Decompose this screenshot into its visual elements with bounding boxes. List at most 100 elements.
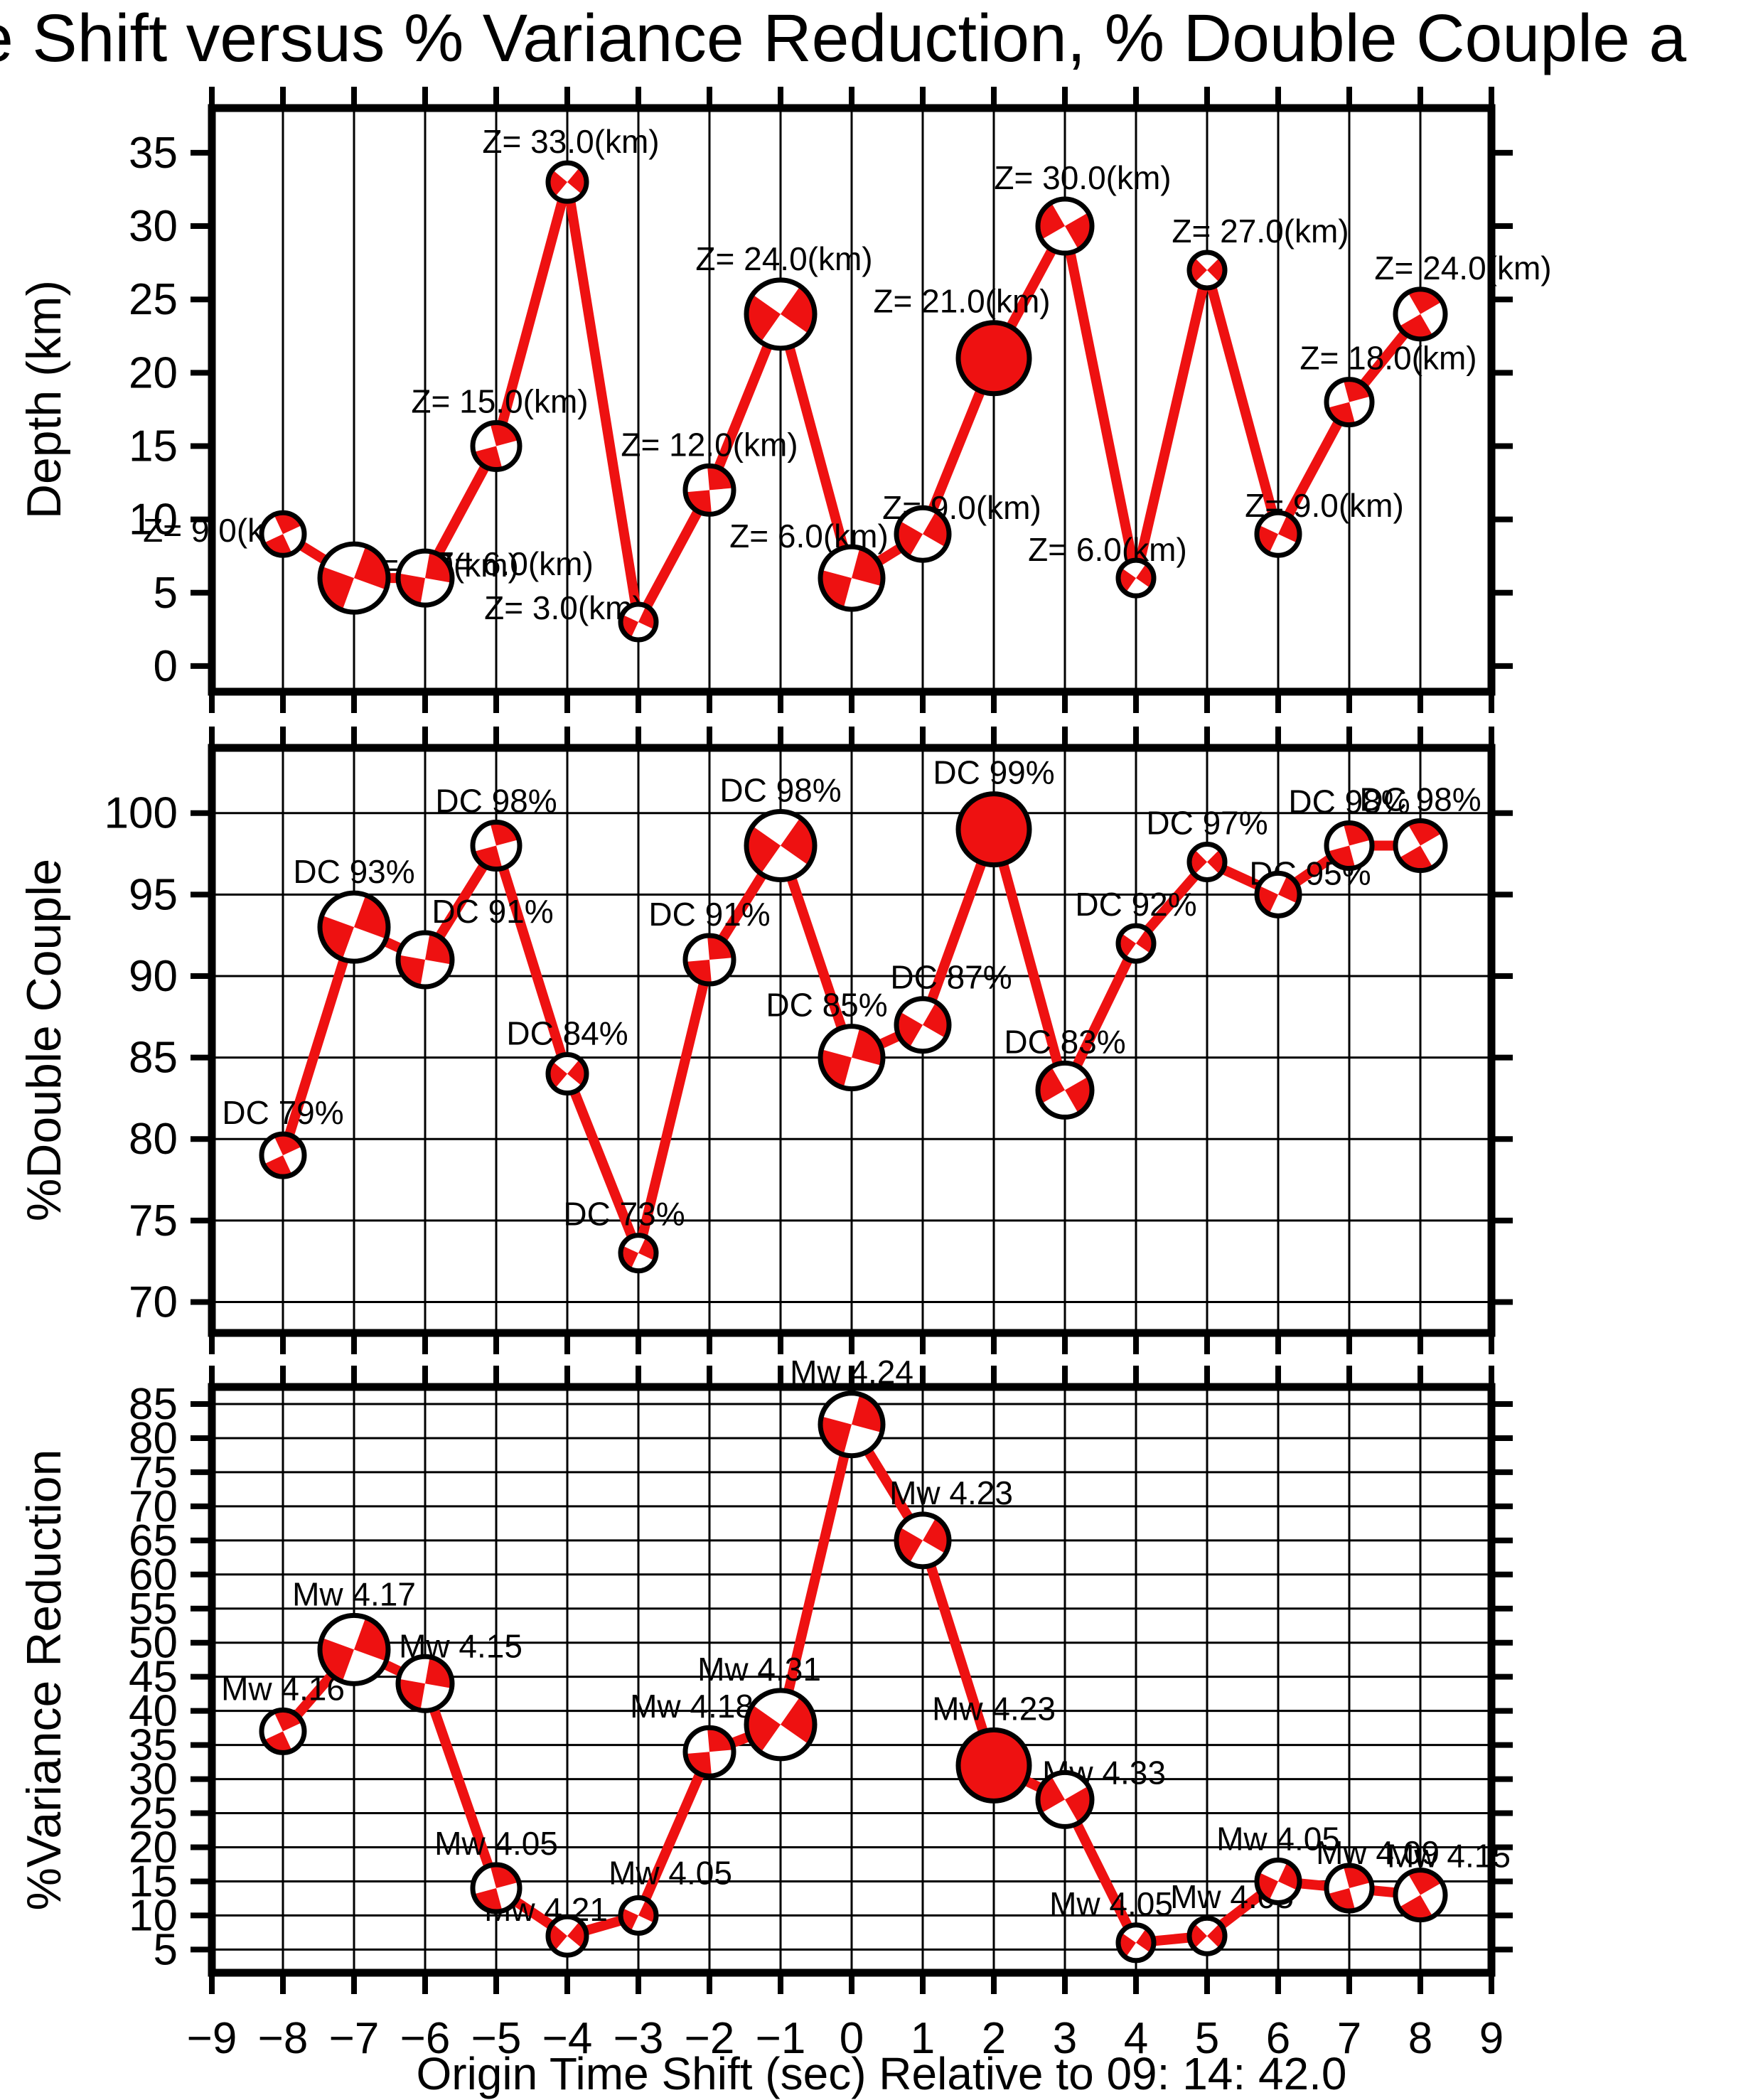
depth-panel-beachball-marker-quadrant [425, 551, 452, 583]
depth-panel-beachball-marker-outline [1324, 377, 1375, 428]
depth-panel-beachball-marker-outline [395, 548, 455, 608]
double-couple-panel-beachball-marker-outline [1254, 870, 1302, 918]
x-tick-label: 8 [1408, 2014, 1432, 2063]
depth-panel-point-label: Z= 18.0(km) [1300, 340, 1477, 377]
double-couple-panel-point-label: DC 91% [432, 893, 553, 930]
figure-title: e Shift versus % Variance Reduction, % D… [0, 1, 1687, 76]
variance-reduction-panel-beachball-marker-quadrant [746, 1705, 781, 1753]
depth-panel-point-label: Z= 6.0(km) [1028, 531, 1187, 568]
variance-reduction-panel-beachball-marker-outline [744, 1688, 818, 1762]
depth-panel-beachball-marker-quadrant [567, 167, 587, 195]
x-axis-label: Origin Time Shift (sec) Relative to 09: … [416, 2048, 1347, 2099]
double-couple-panel-y-tick-label: 90 [129, 952, 178, 1001]
double-couple-panel-beachball-marker-quadrant [781, 818, 815, 866]
double-couple-panel-point-label: DC 99% [933, 754, 1054, 791]
variance-reduction-panel-point-label: Mw 4.09 [1316, 1834, 1440, 1871]
depth-panel-y-tick-label: 20 [129, 348, 178, 397]
variance-reduction-panel-point-label: Mw 4.05 [1049, 1885, 1173, 1922]
depth-panel-beachball-marker-quadrant [548, 169, 567, 197]
variance-reduction-panel-y-tick-label: 40 [129, 1687, 178, 1736]
depth-panel-beachball-marker-quadrant [1207, 257, 1225, 283]
variance-reduction-panel-beachball-marker-quadrant [1189, 1923, 1207, 1949]
x-tick-label: −8 [258, 2014, 309, 2063]
depth-panel-beachball-marker-outline [1035, 196, 1095, 256]
double-couple-panel-y-tick-label: 70 [129, 1277, 178, 1327]
x-tick-label: 3 [1053, 2014, 1077, 2063]
depth-panel-point-label: Z= 3.0(km) [484, 589, 643, 626]
double-couple-panel-beachball-marker-quadrant [685, 960, 712, 985]
double-couple-panel-beachball-marker-quadrant [707, 936, 734, 960]
x-tick-label: 7 [1337, 2014, 1361, 2063]
variance-reduction-panel-beachball-marker-quadrant [547, 1923, 567, 1951]
variance-reduction-panel-beachball-marker-quadrant [781, 1696, 815, 1745]
depth-panel-beachball-marker-outline [682, 463, 736, 517]
double-couple-panel-beachball-marker-quadrant [746, 826, 781, 874]
double-couple-panel-point-label: DC 92% [1075, 886, 1196, 923]
depth-panel-beachball-marker [955, 320, 1032, 397]
depth-panel-point-label: Z= 24.0(km) [1374, 250, 1551, 286]
variance-reduction-panel-beachball-marker-quadrant [567, 1921, 586, 1949]
double-couple-panel-point-label: DC 93% [293, 853, 414, 890]
variance-reduction-panel-point-label: Mw 4.05 [609, 1854, 732, 1891]
double-couple-panel-point-label: DC 98% [1359, 781, 1481, 818]
depth-panel-beachball-marker-quadrant [1189, 257, 1207, 283]
variance-reduction-panel-beachball-marker-outline [395, 1654, 455, 1713]
depth-panel-point-label: Z= 24.0(km) [695, 240, 872, 277]
depth-panel-y-tick-label: 35 [129, 129, 178, 178]
x-tick-label: 4 [1124, 2014, 1148, 2063]
x-tick-label: −5 [471, 2014, 522, 2063]
depth-panel-point-label: Z= 27.0(km) [1172, 213, 1349, 250]
depth-panel-beachball-marker-outline [894, 505, 952, 563]
double-couple-panel-beachball-marker-outline [545, 1051, 589, 1095]
depth-axis-label: Depth (km) [17, 279, 71, 520]
variance-reduction-panel-y-tick-label: 50 [129, 1619, 178, 1668]
double-couple-panel-point-label: DC 98% [1288, 783, 1410, 820]
depth-panel-y-tick-label: 15 [129, 422, 178, 471]
double-couple-panel-point-label: DC 97% [1146, 804, 1268, 841]
variance-reduction-panel-beachball-marker-outline [618, 1895, 659, 1936]
depth-panel-beachball-marker-quadrant [746, 294, 781, 343]
double-couple-panel-y-tick-label: 95 [129, 870, 178, 919]
double-couple-panel-y-tick-label: 100 [105, 789, 178, 838]
variance-reduction-panel-y-tick-label: 35 [129, 1721, 178, 1770]
double-couple-panel-beachball-marker-quadrant [567, 1059, 586, 1086]
variance-reduction-panel-y-tick-label: 85 [129, 1380, 178, 1429]
double-couple-panel-beachball-marker-outline [618, 1233, 659, 1274]
depth-panel-point-label: Z= 6.0(km) [434, 545, 594, 582]
variance-reduction-panel-y-tick-label: 5 [154, 1925, 178, 1974]
variance-reduction-panel-beachball-marker-outline [1186, 1915, 1228, 1956]
double-couple-panel-point-label: DC 73% [563, 1196, 685, 1233]
variance-reduction-panel-point-label: Mw 4.15 [1387, 1838, 1511, 1875]
variance-reduction-panel-beachball-marker-quadrant [398, 1678, 425, 1710]
double-couple-panel-beachball-marker-outline [1115, 923, 1157, 964]
double-couple-axis-label: %Double Couple [17, 858, 71, 1222]
double-couple-panel-beachball-marker-quadrant [1207, 849, 1225, 875]
x-tick-label: 5 [1195, 2014, 1219, 2063]
depth-panel-beachball-marker-quadrant [685, 490, 712, 515]
variance-reduction-panel-beachball-marker-outline [682, 1725, 736, 1779]
variance-reduction-panel-point-label: Mw 4.23 [889, 1474, 1013, 1511]
double-couple-panel-point-label: DC 83% [1004, 1023, 1125, 1060]
variance-reduction-axis-label: %Variance Reduction [17, 1449, 71, 1911]
double-couple-panel-point-label: DC 98% [719, 772, 841, 809]
depth-panel-beachball-marker-outline [317, 541, 391, 615]
depth-panel-beachball-marker-outline [618, 601, 659, 643]
variance-reduction-panel-beachball-marker-outline [1393, 1868, 1448, 1923]
depth-panel-beachball-marker-outline [545, 160, 589, 204]
depth-panel-beachball-marker-quadrant [398, 573, 425, 605]
x-tick-label: 6 [1266, 2014, 1290, 2063]
depth-panel-beachball-marker-outline [1186, 250, 1228, 291]
double-couple-panel-beachball-marker-outline [1186, 841, 1228, 882]
variance-reduction-panel-beachball-marker-quadrant [707, 1727, 734, 1752]
double-couple-panel-beachball-marker-outline [744, 809, 818, 883]
depth-panel-y-tick-label: 30 [129, 202, 178, 251]
variance-reduction-panel-beachball-marker-outline [259, 1707, 307, 1755]
variance-reduction-panel-y-tick-label: 30 [129, 1755, 178, 1804]
variance-reduction-panel-beachball-marker-outline [894, 1511, 952, 1570]
variance-reduction-panel-beachball-marker-outline [1115, 1922, 1157, 1964]
variance-reduction-panel-y-tick-label: 20 [129, 1823, 178, 1872]
variance-reduction-panel-y-tick-label: 45 [129, 1653, 178, 1702]
double-couple-panel-point-label: DC 84% [506, 1014, 628, 1051]
